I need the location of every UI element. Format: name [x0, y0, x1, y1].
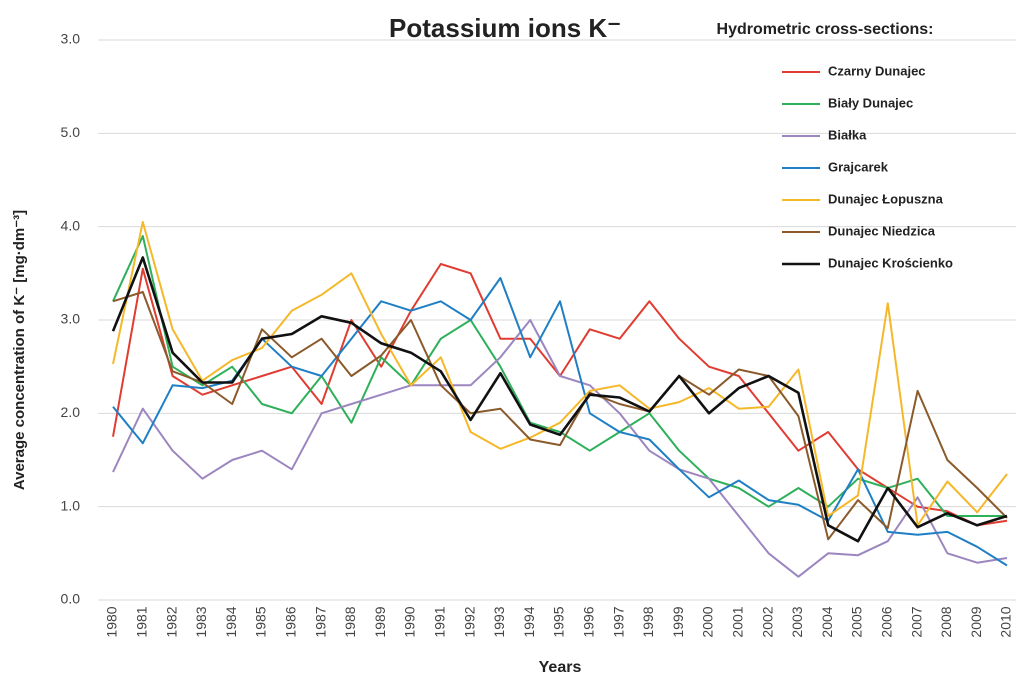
x-tick-label: 1995: [551, 606, 567, 637]
x-axis-label: Years: [539, 659, 582, 676]
x-tick-label: 1993: [491, 606, 507, 637]
x-tick-label: 2008: [938, 606, 954, 637]
legend-label: Czarny Dunajec: [828, 63, 926, 78]
chart-title: Potassium ions K⁻: [389, 13, 621, 43]
y-tick-label: 3.0: [61, 31, 81, 47]
y-tick-label: 1.0: [61, 497, 81, 513]
x-tick-label: 1997: [610, 606, 626, 637]
data-line: [112, 235, 1007, 517]
y-tick-label: 4.0: [61, 217, 81, 233]
x-tick-label: 2006: [879, 606, 895, 637]
legend-label: Dunajec Niedzica: [828, 223, 936, 238]
x-tick-label: 1994: [521, 606, 537, 637]
x-tick-label: 1992: [461, 606, 477, 637]
x-tick-label: 1999: [670, 606, 686, 637]
x-tick-label: 1981: [134, 606, 150, 637]
x-tick-label: 2005: [849, 606, 865, 637]
x-tick-label: 1986: [283, 606, 299, 637]
data-line: [112, 291, 1008, 541]
x-tick-label: 1985: [253, 606, 269, 637]
x-tick-label: 2007: [908, 606, 924, 637]
data-line: [112, 319, 1008, 578]
x-tick-label: 2004: [819, 606, 835, 637]
legend-label: Grajcarek: [828, 159, 889, 174]
y-axis-label: Average concentration of K⁻ [mg·dm⁻³]: [11, 210, 28, 490]
x-tick-label: 1980: [104, 606, 120, 637]
x-tick-label: 2002: [759, 606, 775, 637]
y-tick-label: 3.0: [61, 311, 81, 327]
x-tick-label: 1991: [432, 606, 448, 637]
legend-label: Biały Dunajec: [828, 95, 913, 110]
x-tick-label: 1984: [223, 606, 239, 637]
x-tick-label: 1989: [372, 606, 388, 637]
x-tick-label: 1990: [402, 606, 418, 637]
legend-label: Dunajec Krościenko: [828, 255, 953, 270]
y-tick-label: 5.0: [61, 124, 81, 140]
x-tick-label: 1996: [581, 606, 597, 637]
x-tick-label: 1998: [640, 606, 656, 637]
x-tick-label: 1987: [312, 606, 328, 637]
x-tick-label: 2010: [998, 606, 1014, 637]
x-tick-label: 2003: [789, 606, 805, 637]
x-tick-label: 2009: [968, 606, 984, 637]
data-line: [111, 256, 1008, 543]
x-tick-label: 2001: [730, 606, 746, 637]
x-tick-label: 1982: [163, 606, 179, 637]
legend-label: Białka: [828, 127, 867, 142]
y-tick-label: 0.0: [61, 591, 81, 607]
x-tick-label: 2000: [700, 606, 716, 637]
legend-title: Hydrometric cross-sections:: [717, 21, 934, 38]
data-line: [112, 221, 1008, 527]
y-tick-label: 2.0: [61, 404, 81, 420]
x-tick-label: 1983: [193, 606, 209, 637]
x-tick-label: 1988: [342, 606, 358, 637]
legend-label: Dunajec Łopuszna: [828, 191, 944, 206]
